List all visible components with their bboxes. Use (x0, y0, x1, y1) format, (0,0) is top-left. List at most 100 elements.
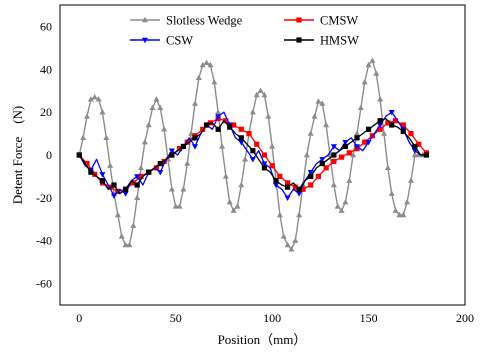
data-point-cmsw (230, 122, 237, 128)
data-point-csw (249, 157, 256, 163)
data-point-cmsw (223, 118, 229, 124)
y-axis-ticks: -60 -40 -20 0 20 40 60 (36, 19, 52, 290)
data-point-slotless-wedge (373, 70, 380, 76)
data-point-hmsw (365, 126, 372, 132)
data-point-slotless-wedge (84, 113, 90, 119)
data-point-hmsw (423, 152, 430, 158)
data-point-cmsw (408, 130, 414, 137)
data-point-csw (388, 109, 395, 116)
y-tick-label: 60 (40, 19, 52, 33)
data-point-hmsw (111, 182, 117, 188)
legend-label-hmsw: HMSW (320, 34, 359, 48)
data-point-slotless-wedge (334, 203, 341, 209)
data-point-slotless-wedge (330, 181, 337, 188)
data-point-slotless-wedge (141, 138, 148, 145)
y-tick-label: 0 (46, 148, 52, 162)
data-point-slotless-wedge (392, 207, 399, 213)
data-point-slotless-wedge (230, 207, 237, 213)
data-point-slotless-wedge (138, 164, 144, 171)
data-point-hmsw (377, 118, 383, 124)
series-line-cmsw (78, 117, 427, 193)
legend-marker-cmsw (296, 17, 302, 23)
data-point-slotless-wedge (99, 108, 106, 115)
x-tick-label: 150 (360, 311, 378, 325)
legend-label-cmsw: CMSW (320, 14, 358, 28)
data-point-hmsw (215, 126, 221, 132)
data-point-slotless-wedge (219, 143, 225, 149)
data-point-cmsw (377, 126, 383, 132)
data-point-csw (273, 182, 279, 189)
data-point-cmsw (300, 186, 306, 192)
data-point-slotless-wedge (257, 87, 264, 93)
y-tick-label: 20 (40, 105, 52, 119)
data-point-hmsw (273, 178, 279, 184)
data-point-hmsw (319, 160, 325, 167)
data-point-slotless-wedge (222, 173, 229, 179)
data-point-hmsw (238, 135, 244, 141)
data-point-slotless-wedge (303, 151, 310, 158)
data-point-slotless-wedge (234, 203, 241, 209)
data-point-slotless-wedge (284, 241, 291, 248)
data-point-slotless-wedge (311, 113, 318, 119)
data-point-csw (342, 139, 349, 146)
data-point-csw (134, 174, 141, 180)
data-point-hmsw (157, 160, 163, 167)
data-point-hmsw (261, 165, 268, 171)
data-point-slotless-wedge (242, 156, 249, 162)
data-point-cmsw (246, 130, 252, 137)
data-point-cmsw (238, 126, 244, 132)
x-tick-label: 50 (170, 311, 182, 325)
data-point-csw (330, 144, 337, 150)
data-point-csw (296, 191, 303, 197)
data-point-slotless-wedge (288, 246, 295, 252)
data-point-hmsw (354, 135, 360, 141)
data-point-slotless-wedge (296, 211, 303, 218)
data-point-hmsw (76, 152, 82, 158)
series-hmsw (76, 117, 430, 195)
data-point-cmsw (392, 118, 399, 124)
data-point-slotless-wedge (149, 104, 156, 111)
data-point-cmsw (416, 141, 422, 147)
data-point-cmsw (200, 126, 206, 132)
data-point-cmsw (323, 165, 329, 171)
data-point-hmsw (180, 143, 187, 150)
series-slotless-wedge (76, 57, 430, 252)
data-point-slotless-wedge (126, 241, 133, 248)
data-point-csw (122, 191, 129, 197)
data-point-hmsw (88, 169, 94, 175)
data-point-slotless-wedge (192, 100, 198, 106)
data-point-slotless-wedge (103, 134, 110, 141)
data-point-slotless-wedge (145, 121, 152, 128)
data-point-slotless-wedge (354, 130, 360, 136)
x-tick-label: 0 (76, 311, 82, 325)
series-layer (76, 57, 430, 252)
data-point-cmsw (261, 152, 268, 158)
data-point-hmsw (203, 122, 210, 128)
data-point-slotless-wedge (357, 104, 364, 111)
data-point-cmsw (153, 165, 160, 171)
data-point-hmsw (308, 173, 314, 180)
data-point-slotless-wedge (342, 198, 349, 205)
data-point-cmsw (308, 182, 314, 188)
data-point-slotless-wedge (176, 203, 183, 209)
data-point-slotless-wedge (134, 194, 141, 201)
data-point-hmsw (169, 152, 175, 158)
y-tick-label: -40 (36, 234, 52, 248)
legend-label-csw: CSW (166, 34, 193, 48)
data-point-csw (284, 195, 291, 202)
data-point-cmsw (315, 173, 322, 180)
data-point-slotless-wedge (400, 211, 407, 218)
legend-marker-csw (142, 37, 148, 44)
data-point-slotless-wedge (280, 233, 287, 239)
data-point-slotless-wedge (249, 108, 256, 115)
data-point-hmsw (342, 143, 349, 150)
data-point-hmsw (389, 122, 395, 128)
data-point-csw (168, 148, 175, 154)
data-point-slotless-wedge (207, 61, 214, 68)
legend-entry-cmsw: CMSW (284, 14, 358, 28)
data-point-slotless-wedge (195, 74, 202, 81)
y-axis-label: Detent Force (N) (10, 106, 25, 205)
data-point-slotless-wedge (168, 186, 175, 192)
data-point-slotless-wedge (157, 104, 164, 111)
data-point-slotless-wedge (319, 100, 326, 106)
